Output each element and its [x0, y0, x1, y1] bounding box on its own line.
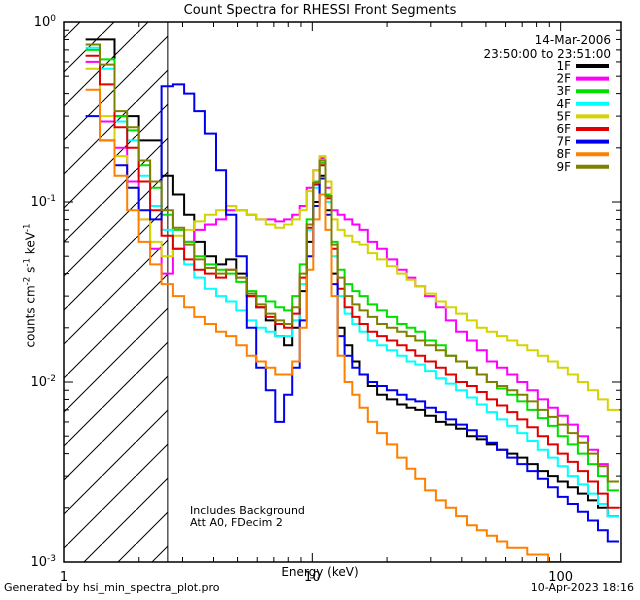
legend-label-4f[interactable]: 4F [556, 97, 571, 111]
x-tick-label: 100 [548, 570, 573, 585]
legend-label-5f[interactable]: 5F [556, 109, 571, 123]
y-tick-label: 10-1 [30, 194, 56, 210]
annotation-date: 14-Mar-2006 [535, 33, 611, 47]
y-tick-label: 100 [34, 14, 57, 30]
annotation-note-line2: Att A0, FDecim 2 [190, 516, 283, 529]
annotation-time-range: 23:50:00 to 23:51:00 [484, 47, 611, 61]
legend-label-3f[interactable]: 3F [556, 84, 571, 98]
x-tick-label: 1 [60, 570, 68, 585]
x-axis-label: Energy (keV) [281, 565, 359, 579]
hatched-excluded-region [64, 22, 168, 562]
legend-label-8f[interactable]: 8F [556, 147, 571, 161]
y-tick-label: 10-2 [30, 374, 56, 390]
x-tick-label: 10 [304, 570, 321, 585]
legend-label-7f[interactable]: 7F [556, 135, 571, 149]
legend-label-2f[interactable]: 2F [556, 72, 571, 86]
footer-generated-by: Generated by hsi_min_spectra_plot.pro [4, 581, 220, 594]
series-line-6f [85, 54, 619, 509]
series-line-3f [85, 48, 619, 492]
footer-timestamp: 10-Apr-2023 18:16 [530, 581, 634, 594]
legend-label-1f[interactable]: 1F [556, 59, 571, 73]
y-tick-label: 10-3 [30, 554, 56, 570]
series-line-5f [85, 67, 619, 411]
series-line-9f [85, 43, 619, 483]
legend-label-6f[interactable]: 6F [556, 122, 571, 136]
plot-frame [63, 21, 622, 563]
legend-label-9f[interactable]: 9F [556, 160, 571, 174]
series-line-7f [85, 83, 619, 543]
page-title: Count Spectra for RHESSI Front Segments [183, 3, 457, 18]
annotation-note-line1: Includes Background [190, 504, 305, 517]
series-line-8f [85, 88, 619, 562]
series-line-2f [85, 60, 619, 483]
series-group [85, 38, 619, 562]
